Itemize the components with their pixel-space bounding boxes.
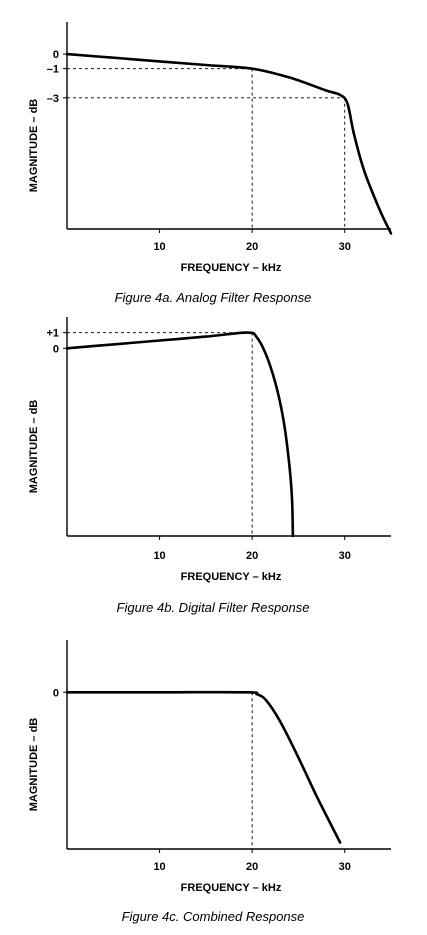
x-tick-label: 20 bbox=[246, 550, 258, 562]
figure-caption: Figure 4c. Combined Response bbox=[122, 909, 305, 924]
y-axis-label: MAGNITUDE – dB bbox=[28, 99, 40, 193]
y-axis-label: MAGNITUDE – dB bbox=[28, 400, 40, 494]
x-tick-label: 30 bbox=[339, 241, 351, 253]
x-tick-label: 30 bbox=[339, 861, 351, 873]
x-axis-label: FREQUENCY – kHz bbox=[181, 262, 282, 274]
series-line bbox=[65, 690, 342, 844]
y-tick-label: 0 bbox=[53, 687, 59, 699]
x-tick-label: 10 bbox=[153, 861, 165, 873]
x-axis-label: FREQUENCY – kHz bbox=[181, 882, 282, 894]
y-tick-label: –1 bbox=[47, 64, 59, 76]
y-tick-label: 0 bbox=[53, 49, 59, 61]
chart-panel-3: 0 10 20 30 FREQUENCY – kHz MAGNITUDE – dB Figu… bbox=[28, 640, 391, 924]
x-tick-label: 10 bbox=[153, 550, 165, 562]
x-tick-label: 20 bbox=[246, 241, 258, 253]
y-tick-label: 0 bbox=[53, 343, 59, 355]
figure-caption: Figure 4b. Digital Filter Response bbox=[117, 600, 310, 615]
series-line bbox=[65, 52, 393, 235]
chart-panel-2: +1 0 10 20 30 FREQUENCY – kHz MAGNITUDE – dB Fi… bbox=[28, 317, 391, 615]
x-tick-label: 30 bbox=[339, 550, 351, 562]
y-tick-label: –3 bbox=[47, 93, 59, 105]
y-tick-label: +1 bbox=[46, 328, 59, 340]
y-axis-label: MAGNITUDE – dB bbox=[28, 718, 40, 812]
series-line bbox=[65, 331, 295, 538]
x-tick-label: 20 bbox=[246, 861, 258, 873]
chart-panel-1: 0 –1 –3 10 20 30 FREQUENCY – kHz MAGNITUDE – dB… bbox=[28, 22, 393, 305]
x-tick-label: 10 bbox=[153, 241, 165, 253]
figure-caption: Figure 4a. Analog Filter Response bbox=[115, 290, 312, 305]
x-axis-label: FREQUENCY – kHz bbox=[181, 571, 282, 583]
